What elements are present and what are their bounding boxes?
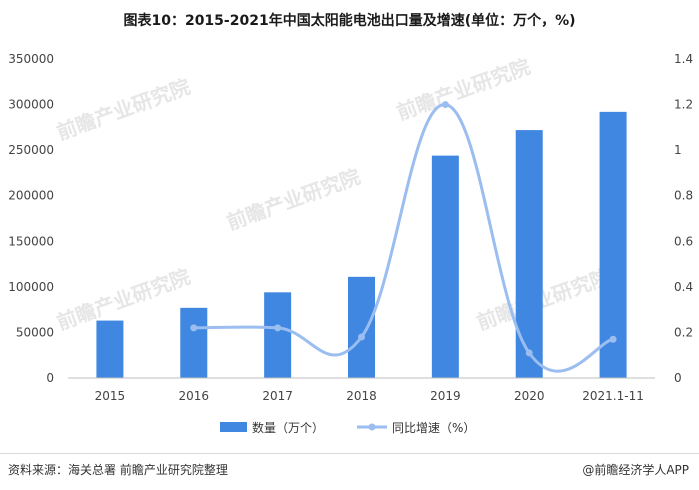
y-left-tick-label: 150000 [8, 234, 54, 248]
legend-bar-swatch [220, 422, 247, 432]
line-point [525, 349, 533, 357]
x-tick-label: 2015 [95, 389, 126, 403]
x-tick-label: 2021.1-11 [582, 389, 644, 403]
x-tick-label: 2019 [430, 389, 461, 403]
legend-line-marker [368, 423, 376, 431]
credit-note: @前瞻经济学人APP [582, 463, 689, 477]
y-left-tick-label: 200000 [8, 189, 54, 203]
y-right-tick-label: 1 [674, 143, 682, 157]
y-left-tick-label: 300000 [8, 98, 54, 112]
line-point [441, 101, 449, 109]
y-left-tick-label: 50000 [16, 325, 54, 339]
watermark-text: 前瞻产业研究院 [54, 74, 194, 144]
y-right-tick-label: 0.8 [674, 189, 693, 203]
bar [348, 276, 375, 378]
x-tick-label: 2017 [262, 389, 293, 403]
bar-series [96, 111, 627, 378]
legend-line-label: 同比增速（%） [392, 421, 475, 435]
x-tick-label: 2020 [514, 389, 545, 403]
bar [599, 111, 627, 378]
chart-title: 图表10：2015-2021年中国太阳能电池出口量及增速(单位：万个，%) [123, 13, 576, 29]
watermark-text: 前瞻产业研究院 [474, 264, 614, 334]
x-tick-label: 2016 [179, 389, 210, 403]
x-tick-label: 2018 [346, 389, 377, 403]
source-note: 资料来源：海关总署 前瞻产业研究院整理 [8, 463, 228, 477]
bar [264, 292, 292, 378]
y-right-tick-label: 0.6 [674, 234, 693, 248]
y-right-tick-label: 1.4 [674, 52, 693, 66]
bar [515, 130, 543, 378]
line-point [609, 335, 617, 343]
legend-bar-label: 数量（万个） [252, 420, 324, 435]
y-left-tick-label: 0 [46, 371, 54, 385]
line-series [190, 101, 617, 373]
y-left-tick-label: 350000 [8, 52, 54, 66]
legend: 数量（万个） 同比增速（%） [220, 420, 475, 435]
bar [431, 155, 459, 378]
line-point [358, 333, 365, 341]
y-right-tick-label: 0 [674, 371, 682, 385]
axes: 0 50000 100000 150000 200000 250000 300000 3500… [8, 52, 693, 403]
footer-divider [0, 453, 699, 454]
line-point [190, 324, 198, 332]
growth-line [193, 103, 614, 373]
y-right-tick-label: 0.4 [674, 280, 693, 294]
y-left-tick-label: 100000 [8, 280, 54, 294]
line-point [274, 324, 282, 332]
watermark-text: 前瞻产业研究院 [224, 164, 364, 234]
bar [180, 307, 208, 378]
bar [96, 320, 124, 378]
watermark-text: 前瞻产业研究院 [394, 54, 534, 124]
y-left-tick-label: 250000 [8, 143, 54, 157]
y-right-tick-label: 0.2 [674, 325, 693, 339]
y-right-tick-label: 1.2 [674, 98, 693, 112]
